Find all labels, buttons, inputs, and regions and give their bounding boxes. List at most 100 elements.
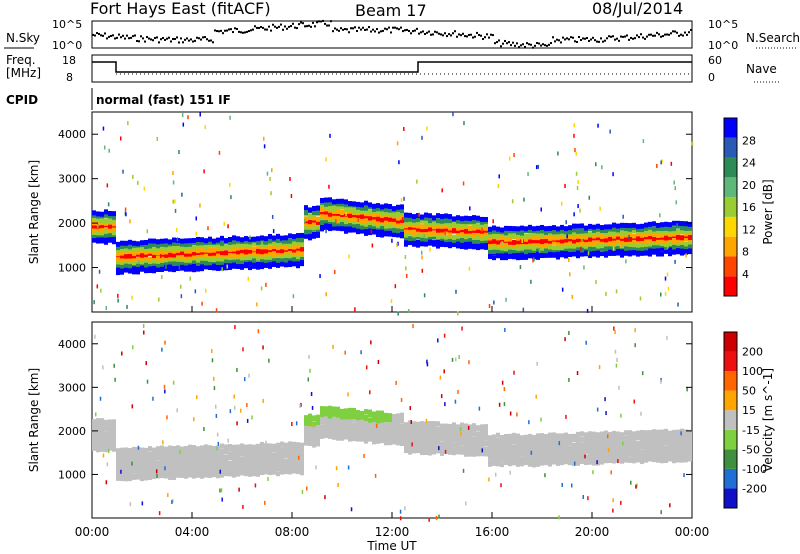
noise-point bbox=[620, 35, 622, 38]
heatmap-cell bbox=[300, 261, 304, 267]
heatmap-cell bbox=[548, 452, 552, 458]
heatmap-cell bbox=[220, 448, 224, 454]
colorbar-swatch bbox=[724, 410, 737, 430]
heatmap-cell bbox=[140, 248, 144, 254]
heatmap-cell bbox=[592, 460, 596, 466]
heatmap-cell bbox=[337, 482, 339, 487]
heatmap-cell bbox=[480, 442, 484, 448]
heatmap-cell bbox=[428, 213, 432, 219]
heatmap-cell bbox=[167, 493, 169, 498]
heatmap-cell bbox=[496, 456, 500, 462]
heatmap-cell bbox=[136, 474, 140, 480]
heatmap-cell bbox=[588, 240, 592, 246]
heatmap-cell bbox=[220, 244, 224, 250]
heatmap-cell bbox=[256, 243, 260, 249]
heatmap-cell bbox=[360, 427, 364, 433]
heatmap-cell bbox=[509, 411, 512, 416]
heatmap-cell bbox=[264, 460, 268, 466]
heatmap-cell bbox=[299, 403, 301, 408]
heatmap-cell bbox=[544, 226, 548, 232]
noise-point bbox=[434, 30, 436, 33]
heatmap-cell bbox=[336, 221, 340, 227]
heatmap-cell bbox=[600, 249, 604, 255]
noise-point bbox=[614, 38, 616, 41]
heatmap-cell bbox=[160, 445, 164, 451]
heatmap-cell bbox=[508, 239, 512, 245]
heatmap-cell bbox=[400, 226, 404, 232]
freq-label: Freq. bbox=[6, 53, 36, 67]
noise-point bbox=[432, 33, 434, 36]
heatmap-cell bbox=[664, 291, 667, 296]
heatmap-cell bbox=[524, 254, 528, 260]
heatmap-cell bbox=[688, 235, 692, 241]
heatmap-cell bbox=[188, 465, 192, 471]
heatmap-cell bbox=[660, 447, 664, 453]
noise-point bbox=[120, 36, 122, 39]
heatmap-cell bbox=[568, 251, 572, 257]
heatmap-cell bbox=[290, 194, 293, 199]
heatmap-cell bbox=[560, 201, 563, 206]
noise-point bbox=[252, 28, 254, 31]
heatmap-cell bbox=[280, 455, 284, 461]
heatmap-cell bbox=[488, 239, 492, 245]
colorbar-swatch bbox=[724, 488, 737, 508]
heatmap-cell bbox=[300, 257, 304, 263]
heatmap-cell bbox=[272, 469, 276, 475]
heatmap-cell bbox=[440, 441, 444, 447]
heatmap-cell bbox=[664, 445, 668, 451]
heatmap-cell bbox=[208, 448, 212, 454]
heatmap-cell bbox=[172, 199, 175, 204]
heatmap-cell bbox=[260, 466, 264, 472]
heatmap-cell bbox=[488, 477, 490, 482]
heatmap-cell bbox=[384, 415, 388, 421]
heatmap-cell bbox=[356, 201, 360, 207]
noise-point bbox=[174, 37, 176, 40]
heatmap-cell bbox=[672, 220, 676, 226]
heatmap-cell bbox=[204, 263, 208, 269]
heatmap-cell bbox=[680, 431, 682, 436]
noise-point bbox=[274, 25, 276, 28]
heatmap-cell bbox=[120, 469, 122, 474]
noise-point bbox=[582, 37, 584, 40]
heatmap-cell bbox=[132, 240, 136, 246]
heatmap-cell bbox=[236, 471, 240, 477]
heatmap-cell bbox=[200, 266, 204, 272]
heatmap-cell bbox=[96, 284, 99, 289]
heatmap-cell bbox=[468, 448, 472, 454]
heatmap-cell bbox=[376, 208, 380, 214]
heatmap-cell bbox=[252, 455, 256, 461]
noise-point bbox=[180, 37, 182, 40]
heatmap-cell bbox=[128, 268, 132, 274]
heatmap-cell bbox=[452, 234, 456, 240]
heatmap-cell bbox=[632, 245, 636, 251]
heatmap-cell bbox=[148, 475, 152, 481]
heatmap-cell bbox=[464, 448, 468, 454]
heatmap-cell bbox=[574, 148, 576, 153]
heatmap-cell bbox=[276, 446, 280, 452]
heatmap-cell bbox=[400, 397, 403, 402]
heatmap-cell bbox=[516, 433, 520, 439]
heatmap-cell bbox=[608, 440, 612, 446]
heatmap-cell bbox=[152, 247, 156, 253]
heatmap-cell bbox=[96, 418, 100, 424]
heatmap-cell bbox=[560, 252, 564, 258]
heatmap-cell bbox=[232, 263, 236, 269]
heatmap-cell bbox=[620, 436, 624, 442]
heatmap-cell bbox=[140, 266, 144, 272]
noise-point bbox=[456, 35, 458, 38]
heatmap-cell bbox=[129, 219, 131, 224]
noise-point bbox=[668, 33, 670, 36]
heatmap-cell bbox=[560, 445, 564, 451]
heatmap-cell bbox=[164, 464, 168, 470]
noise-point bbox=[242, 31, 244, 34]
heatmap-cell bbox=[456, 427, 460, 433]
heatmap-cell bbox=[568, 433, 572, 439]
heatmap-cell bbox=[229, 115, 231, 120]
heatmap-cell bbox=[644, 228, 648, 234]
heatmap-cell bbox=[600, 236, 604, 242]
noise-point bbox=[538, 42, 540, 45]
heatmap-cell bbox=[443, 431, 446, 436]
heatmap-cell bbox=[398, 160, 400, 165]
heatmap-cell bbox=[288, 441, 292, 447]
heatmap-cell bbox=[666, 335, 668, 340]
